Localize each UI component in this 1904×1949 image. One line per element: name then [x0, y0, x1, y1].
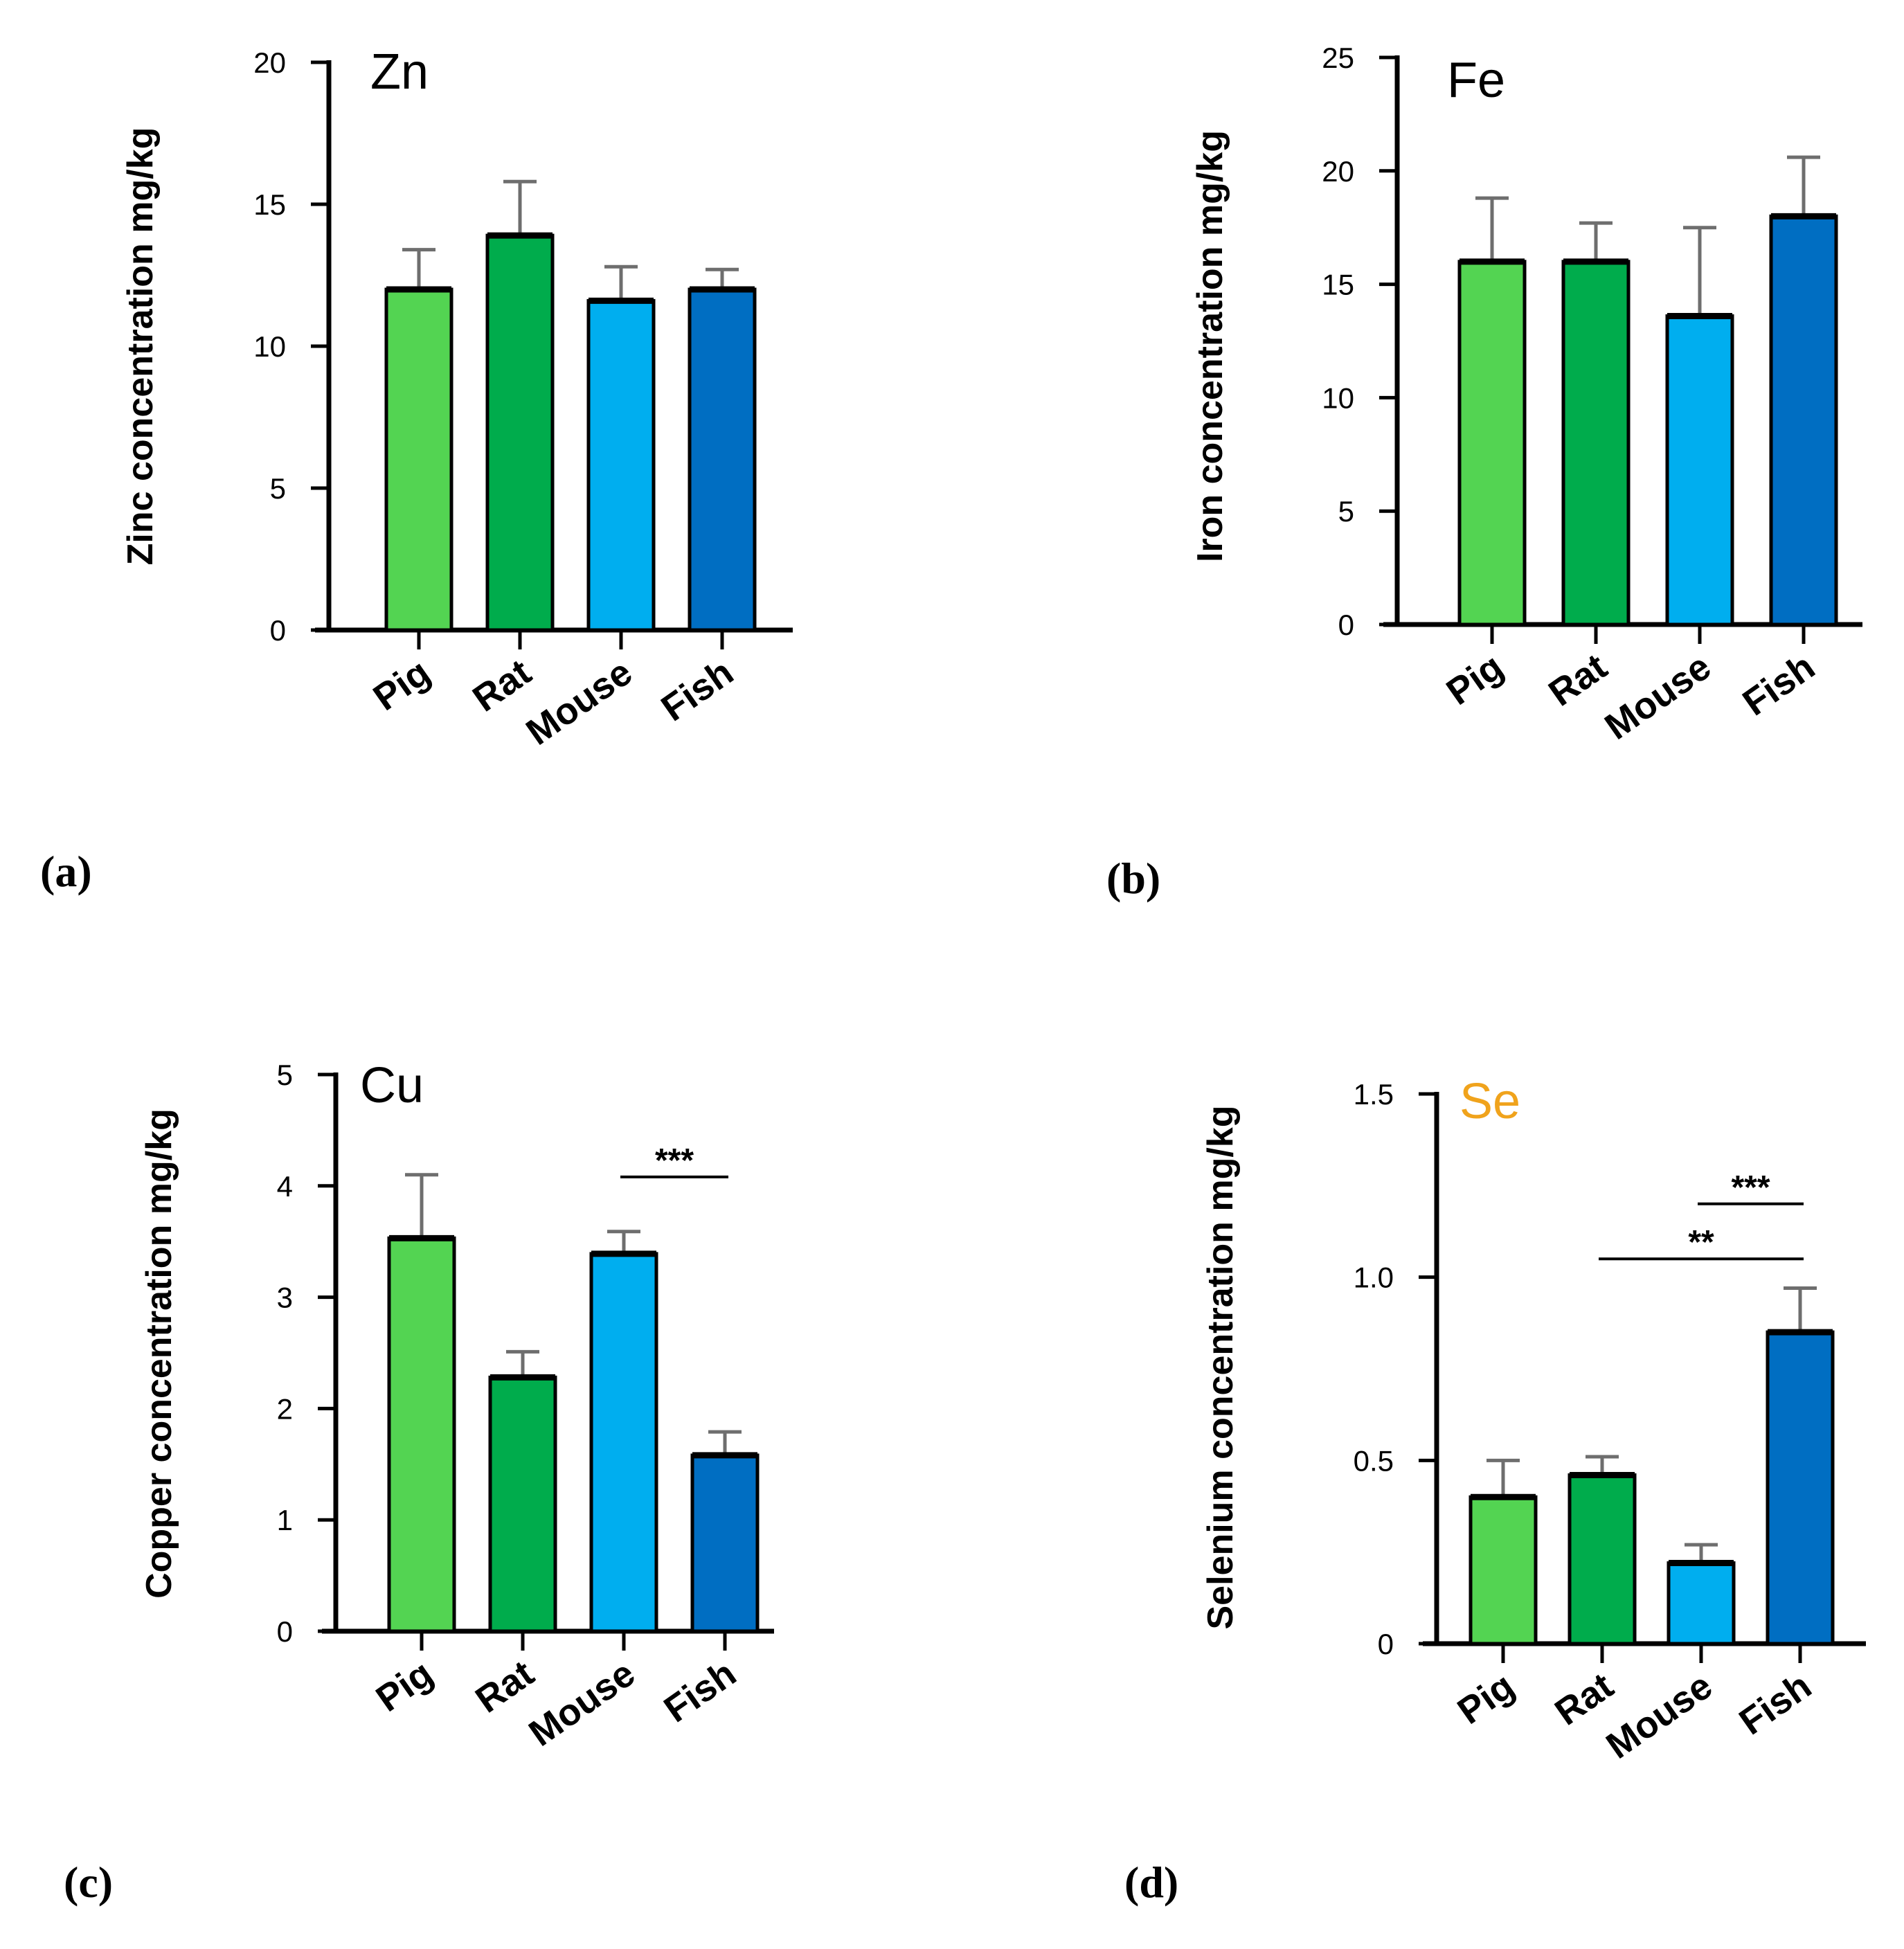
y-tick-label: 3 — [277, 1282, 293, 1314]
bar-rat — [1568, 1473, 1637, 1646]
y-tick-label: 20 — [1322, 155, 1354, 188]
panel-label-b: (b) — [1106, 854, 1160, 903]
y-tick-label: 0 — [277, 1615, 293, 1648]
y-tick-label: 15 — [253, 188, 286, 221]
bar-pig — [384, 287, 453, 632]
y-axis-title: Iron concentration mg/kg — [1190, 130, 1230, 562]
bar-rat — [1561, 260, 1631, 627]
y-tick-label: 0 — [1378, 1628, 1394, 1660]
significance-marker: *** — [1731, 1169, 1770, 1206]
chart-title: Cu — [360, 1058, 424, 1113]
panel-label-a: (a) — [40, 847, 92, 896]
significance-marker: *** — [655, 1142, 694, 1179]
bar-fish — [688, 287, 757, 632]
y-axis-title: Copper concentration mg/kg — [139, 1108, 179, 1599]
chart-title: Zn — [370, 44, 429, 100]
y-tick-label: 20 — [253, 46, 286, 79]
bar-fish — [1766, 1330, 1835, 1646]
bar-rat — [488, 1375, 557, 1633]
y-tick-label: 5 — [277, 1059, 293, 1091]
chart-title: Fe — [1447, 53, 1505, 108]
y-tick-label: 0 — [1338, 609, 1354, 641]
bar-pig — [1469, 1495, 1538, 1646]
y-tick-label: 1.0 — [1354, 1261, 1394, 1294]
y-tick-label: 0 — [270, 614, 286, 647]
y-axis-title: Selenium concentration mg/kg — [1201, 1105, 1241, 1629]
y-tick-label: 1.5 — [1354, 1078, 1394, 1111]
y-tick-label: 25 — [1322, 42, 1354, 74]
bar-fish — [1769, 214, 1838, 627]
bar-mouse — [1667, 1561, 1736, 1646]
bar-fish — [690, 1453, 760, 1633]
y-axis-title: Zinc concentration mg/kg — [120, 127, 161, 566]
bar-pig — [1457, 260, 1527, 627]
y-tick-label: 10 — [1322, 381, 1354, 414]
y-tick-label: 2 — [277, 1392, 293, 1425]
bar-pig — [387, 1236, 456, 1633]
bar-mouse — [586, 298, 656, 632]
bar-mouse — [589, 1252, 658, 1633]
significance-marker: ** — [1688, 1224, 1714, 1261]
y-tick-label: 5 — [270, 472, 286, 505]
y-tick-label: 5 — [1338, 495, 1354, 528]
panel-label-d: (d) — [1124, 1858, 1178, 1907]
panel-label-c: (c) — [64, 1858, 113, 1907]
y-tick-label: 0.5 — [1354, 1444, 1394, 1477]
y-tick-label: 4 — [277, 1170, 293, 1203]
bar-mouse — [1665, 314, 1734, 627]
y-tick-label: 15 — [1322, 269, 1354, 301]
bar-rat — [485, 233, 555, 632]
chart-title: Se — [1460, 1074, 1520, 1129]
y-tick-label: 10 — [253, 330, 286, 363]
y-tick-label: 1 — [277, 1504, 293, 1536]
